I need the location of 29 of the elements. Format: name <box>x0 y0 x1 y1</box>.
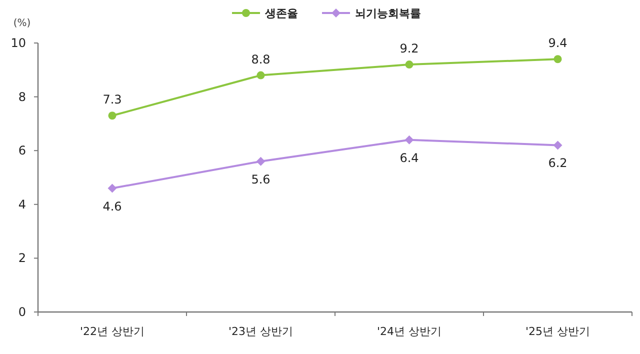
data-label: 6.2 <box>548 156 568 170</box>
point <box>108 112 116 120</box>
data-label: 7.3 <box>102 92 122 107</box>
x-tick-label: '22년 상반기 <box>80 325 145 338</box>
y-tick-label: 10 <box>10 36 26 50</box>
point <box>404 135 414 144</box>
y-tick-label: 4 <box>18 197 26 212</box>
y-tick-label: 6 <box>18 144 26 158</box>
y-tick-label: 0 <box>18 305 26 319</box>
data-label: 9.2 <box>400 42 419 56</box>
data-label: 4.6 <box>102 199 122 214</box>
y-tick-label: 2 <box>18 251 26 266</box>
x-tick-label: '24년 상반기 <box>376 325 442 338</box>
point <box>256 156 266 166</box>
point <box>405 60 414 69</box>
y-axis-title: (%) <box>13 18 31 29</box>
point <box>108 184 117 193</box>
data-label: 5.6 <box>251 172 270 186</box>
point <box>256 71 265 80</box>
data-label: 6.4 <box>400 150 419 165</box>
legend-label: 뇌기능회복률 <box>355 7 421 20</box>
point <box>554 55 562 64</box>
y-tick-label: 8 <box>18 90 26 104</box>
point <box>553 140 562 150</box>
data-label: 9.4 <box>548 36 568 50</box>
x-tick-label: '23년 상반기 <box>228 325 294 338</box>
x-tick-label: '25년 상반기 <box>525 325 590 338</box>
legend-label: 생존율 <box>264 7 298 20</box>
data-label: 8.8 <box>251 52 270 66</box>
